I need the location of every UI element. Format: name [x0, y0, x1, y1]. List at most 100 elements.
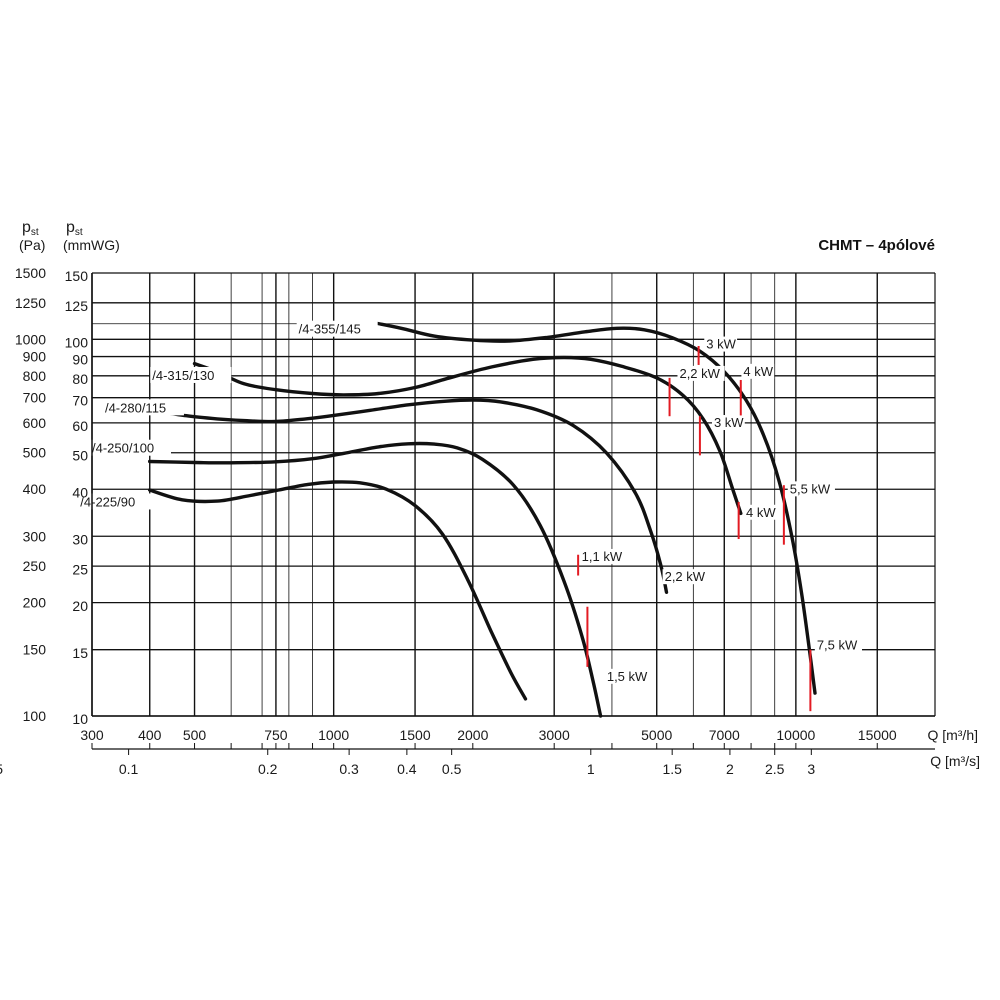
y-mmwg-axis-unit: (mmWG) — [63, 237, 120, 253]
y-tick-label-mmwg: 10 — [72, 711, 88, 727]
power-label-bg — [677, 365, 725, 381]
power-label-bg — [743, 504, 777, 520]
y-tick-label-pa: 200 — [23, 595, 47, 611]
power-label: 7,5 kW — [817, 638, 858, 653]
x2-tick-label: 3 — [807, 761, 815, 777]
grid — [91, 272, 935, 717]
y-tick-label-mmwg: 125 — [65, 298, 89, 314]
x2-tick-label: 0.05 — [0, 761, 3, 777]
x2-tick-label: 0.1 — [119, 761, 139, 777]
axes: 1500125010009008007006005004003002502001… — [0, 219, 980, 777]
power-label-bg — [704, 336, 738, 352]
y-tick-label-mmwg: 60 — [72, 418, 88, 434]
power-label: 2,2 kW — [665, 569, 706, 584]
power-label: 5,5 kW — [790, 481, 831, 496]
curve-4-280-115 — [136, 398, 669, 594]
y-mmwg-axis-title-sub: st — [75, 227, 83, 238]
power-label: 4 kW — [743, 364, 773, 379]
x-tick-label-m3h: 400 — [138, 727, 162, 743]
power-label: 3 kW — [714, 415, 744, 430]
x2-tick-label: 0.2 — [258, 761, 278, 777]
y-tick-label-pa: 700 — [23, 390, 47, 406]
curve-4-250-100 — [148, 441, 603, 718]
x2-tick-label: 1 — [587, 761, 595, 777]
power-label: 4 kW — [746, 505, 776, 520]
series-label: /4-355/145 — [299, 322, 361, 337]
y-tick-label-mmwg: 150 — [65, 268, 89, 284]
x2-tick-label: 2 — [726, 761, 734, 777]
power-markers: 1,1 kW 1,5 kW 2,2 kW 2,2 kW 3 kW 3 kW 4 kW 4 kW… — [577, 336, 863, 712]
x2-tick-label: 0.4 — [397, 761, 417, 777]
x-tick-label-m3h: 750 — [264, 727, 288, 743]
power-label-bg — [814, 637, 863, 653]
y-tick-label-pa: 500 — [23, 445, 47, 461]
curve-4-355-145 — [373, 321, 817, 695]
series-label-bg — [102, 399, 184, 416]
x-tick-label-m3h: 500 — [183, 727, 207, 743]
power-label-bg — [662, 569, 710, 585]
power-label-bg — [741, 363, 775, 379]
y-tick-label-mmwg: 15 — [72, 645, 88, 661]
y-tick-label-mmwg: 70 — [72, 393, 88, 409]
y-pa-axis-title-sub: st — [31, 227, 39, 238]
y-tick-label-pa: 900 — [23, 349, 47, 365]
x2-tick-label: 1.5 — [662, 761, 682, 777]
series-label-bg — [90, 439, 171, 456]
chart-title: CHMT – 4pólové — [818, 237, 935, 254]
y-tick-label-mmwg: 90 — [72, 352, 88, 368]
power-label: 3 kW — [706, 337, 736, 352]
x-tick-label-m3h: 1500 — [399, 727, 430, 743]
y-tick-label-mmwg: 30 — [72, 532, 88, 548]
x-axis-title-m3s: Q [m³/s] — [930, 753, 980, 769]
x-tick-label-m3h: 300 — [80, 727, 104, 743]
x-axis-title-m3h: Q [m³/h] — [927, 727, 978, 743]
power-label-bg — [579, 548, 627, 564]
y-tick-label-mmwg: 50 — [72, 448, 88, 464]
y-tick-label-pa: 100 — [23, 708, 47, 724]
y-tick-label-mmwg: 20 — [72, 598, 88, 614]
power-label-bg — [711, 415, 745, 431]
series-label: /4-225/90 — [80, 494, 135, 509]
y-tick-label-mmwg: 100 — [65, 334, 89, 350]
power-label-bg — [787, 481, 835, 497]
y-tick-label-mmwg: 40 — [72, 485, 88, 501]
y-tick-label-pa: 600 — [23, 415, 47, 431]
curve-4-315-130 — [192, 355, 743, 516]
labels: /4-225/90/4-250/100/4-280/115/4-315/130 /… — [78, 320, 378, 510]
power-label: 1,5 kW — [607, 669, 648, 684]
power-label: 2,2 kW — [679, 366, 720, 381]
x-tick-label-m3h: 2000 — [457, 727, 488, 743]
x2-tick-label: 2.5 — [765, 761, 785, 777]
y-tick-label-pa: 1500 — [15, 265, 46, 281]
curve-4-225-90 — [148, 480, 528, 701]
y-tick-label-pa: 300 — [23, 528, 47, 544]
series-label-bg — [78, 493, 152, 510]
curves — [136, 321, 817, 718]
y-tick-label-pa: 400 — [23, 481, 47, 497]
y-tick-label-mmwg: 25 — [72, 561, 88, 577]
power-label-bg — [604, 668, 653, 684]
x2-tick-label: 0.5 — [442, 761, 462, 777]
y-tick-label-pa: 150 — [23, 642, 47, 658]
y-tick-label-pa: 1000 — [15, 331, 46, 347]
series-label-bg — [296, 320, 378, 337]
y-tick-label-pa: 800 — [23, 368, 47, 384]
y-tick-label-mmwg: 80 — [72, 371, 88, 387]
y-pa-axis-unit: (Pa) — [19, 237, 45, 253]
x-tick-label-m3h: 15000 — [858, 727, 897, 743]
x-tick-label-m3h: 1000 — [318, 727, 349, 743]
x-tick-label-m3h: 10000 — [776, 727, 815, 743]
series-label-bg — [150, 366, 232, 383]
y-tick-label-pa: 250 — [23, 558, 47, 574]
x2-tick-label: 0.3 — [339, 761, 359, 777]
series-label: /4-315/130 — [152, 368, 214, 383]
x-tick-label-m3h: 5000 — [641, 727, 672, 743]
y-tick-label-pa: 1250 — [15, 295, 46, 311]
x-tick-label-m3h: 7000 — [709, 727, 740, 743]
series-label: /4-280/115 — [105, 400, 166, 415]
series-label: /4-250/100 — [92, 441, 154, 456]
x-tick-label-m3h: 3000 — [539, 727, 570, 743]
power-label: 1,1 kW — [582, 549, 623, 564]
